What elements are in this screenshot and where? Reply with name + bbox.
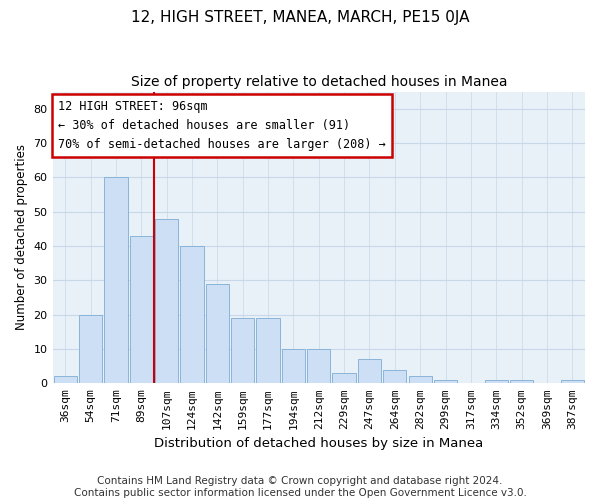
Bar [510, 380, 533, 384]
Bar [256, 318, 280, 384]
Text: 12, HIGH STREET, MANEA, MARCH, PE15 0JA: 12, HIGH STREET, MANEA, MARCH, PE15 0JA [131, 10, 469, 25]
Bar [130, 236, 153, 384]
Bar [282, 349, 305, 384]
Bar [53, 376, 77, 384]
Bar [383, 370, 406, 384]
Text: Contains HM Land Registry data © Crown copyright and database right 2024.
Contai: Contains HM Land Registry data © Crown c… [74, 476, 526, 498]
Bar [307, 349, 331, 384]
Bar [409, 376, 432, 384]
Text: 12 HIGH STREET: 96sqm
← 30% of detached houses are smaller (91)
70% of semi-deta: 12 HIGH STREET: 96sqm ← 30% of detached … [58, 100, 386, 152]
X-axis label: Distribution of detached houses by size in Manea: Distribution of detached houses by size … [154, 437, 484, 450]
Title: Size of property relative to detached houses in Manea: Size of property relative to detached ho… [131, 75, 507, 89]
Bar [79, 314, 102, 384]
Bar [358, 360, 381, 384]
Bar [485, 380, 508, 384]
Bar [231, 318, 254, 384]
Y-axis label: Number of detached properties: Number of detached properties [15, 144, 28, 330]
Bar [332, 373, 356, 384]
Bar [560, 380, 584, 384]
Bar [104, 178, 128, 384]
Bar [181, 246, 203, 384]
Bar [434, 380, 457, 384]
Bar [206, 284, 229, 384]
Bar [155, 218, 178, 384]
